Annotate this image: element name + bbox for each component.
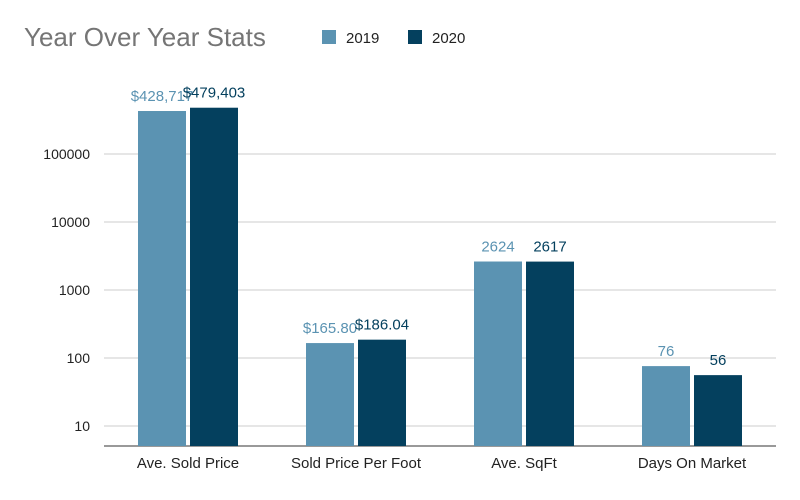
bar-2020 [358, 339, 406, 446]
x-tick-label: Sold Price Per Foot [291, 455, 422, 472]
y-tick-label: 10000 [51, 214, 90, 230]
x-tick-label: Ave. Sold Price [137, 455, 239, 472]
bar-2020 [190, 107, 238, 447]
data-label-2019: $428,717 [131, 88, 194, 105]
bar-2019 [306, 343, 354, 446]
legend-label-2019: 2019 [346, 30, 379, 47]
data-label-2019: 2624 [481, 239, 514, 256]
bar-2019 [474, 261, 522, 446]
bars [138, 107, 742, 447]
x-axis: Ave. Sold Price Sold Price Per Foot Ave. S… [137, 455, 747, 472]
data-label-2020: 2617 [533, 239, 566, 256]
legend-swatch-2020 [408, 30, 422, 44]
y-axis: 10 100 1000 10000 100000 [43, 146, 90, 434]
data-label-2019: 76 [658, 343, 675, 360]
data-label-2020: 56 [710, 352, 727, 369]
data-label-2019: $165.80 [303, 320, 357, 337]
y-tick-label: 100 [67, 350, 91, 366]
y-tick-label: 1000 [59, 282, 90, 298]
data-label-2020: $479,403 [183, 85, 246, 102]
bar-2020 [526, 261, 574, 446]
x-tick-label: Ave. SqFt [491, 455, 557, 472]
bar-2019 [642, 366, 690, 446]
legend: 2019 2020 [322, 30, 465, 47]
bar-2019 [138, 111, 186, 446]
y-tick-label: 100000 [43, 146, 90, 162]
chart-title: Year Over Year Stats [24, 22, 266, 52]
legend-swatch-2019 [322, 30, 336, 44]
data-label-2020: $186.04 [355, 317, 409, 334]
x-tick-label: Days On Market [638, 455, 747, 472]
legend-label-2020: 2020 [432, 30, 465, 47]
data-labels: $428,717$479,403 $165.80$186.04 2624 2617 76… [131, 85, 727, 369]
bar-2020 [694, 375, 742, 446]
y-tick-label: 10 [74, 418, 90, 434]
